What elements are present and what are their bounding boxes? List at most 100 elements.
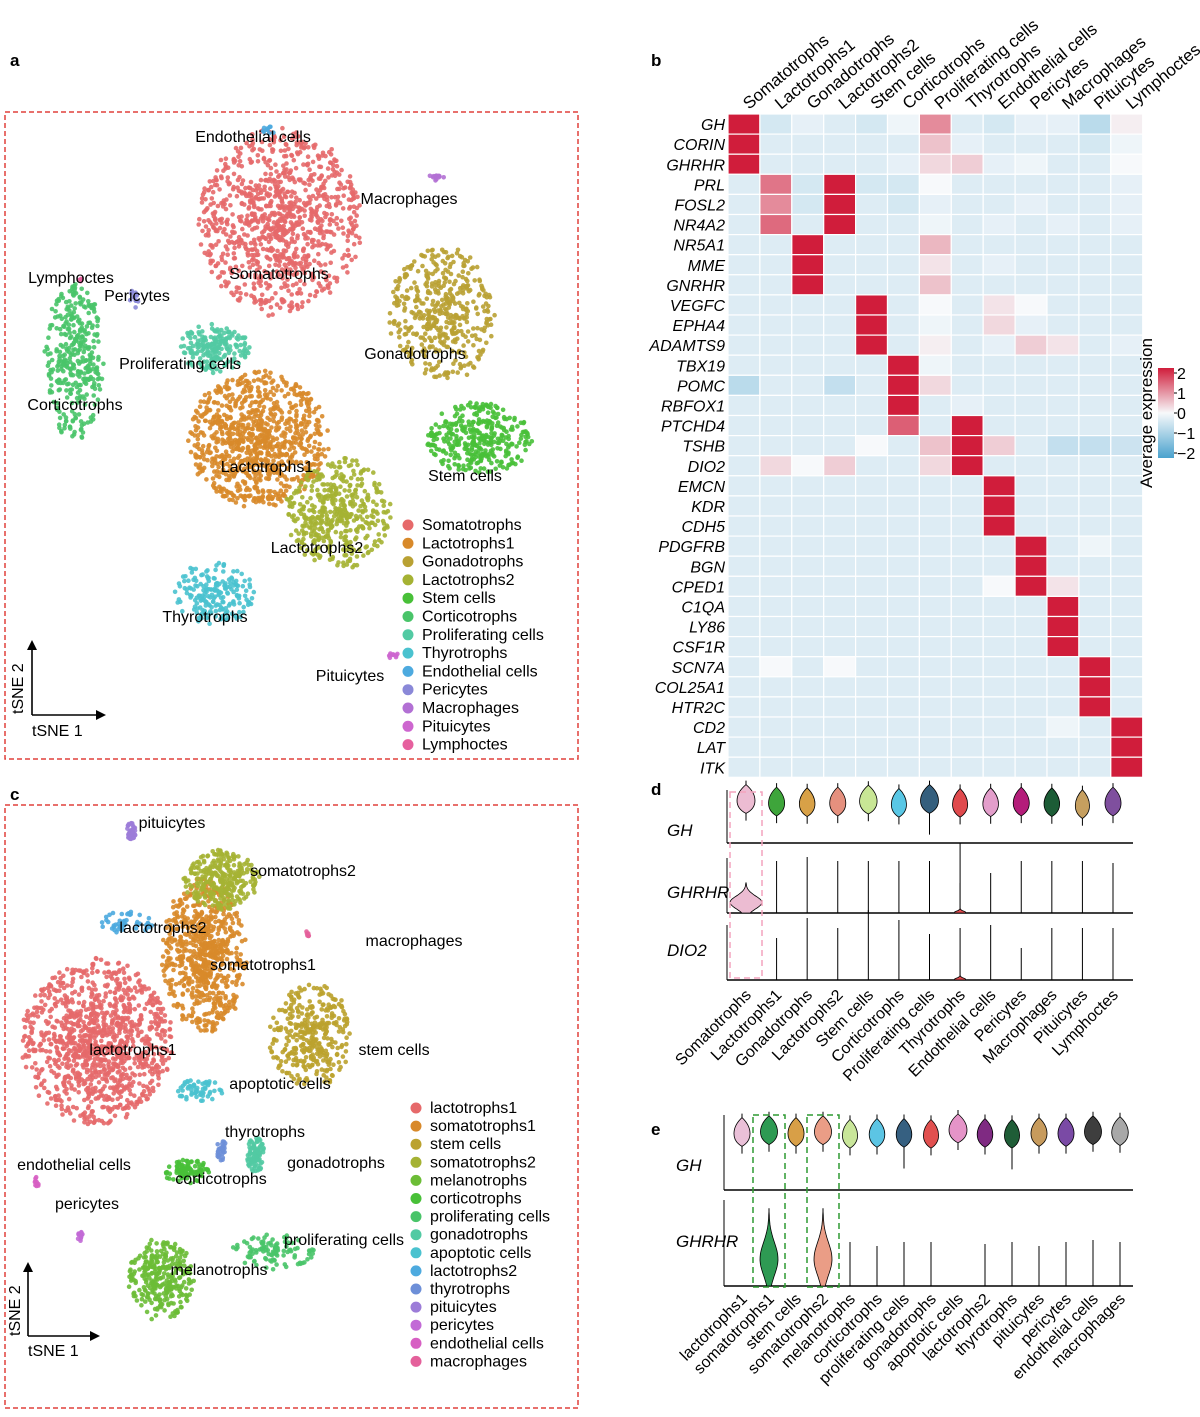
heat-cell-ptchd4-lactotrophs2: [823, 414, 857, 437]
point-somatotrophs: [223, 244, 229, 249]
point-lactotrophs1: [251, 470, 257, 475]
point-lactotrophs2: [361, 502, 366, 507]
point-lactotrophs1: [306, 400, 312, 406]
point-somatotrophs: [309, 213, 314, 219]
heat-cell-ptchd4-stem-cells: [854, 414, 889, 437]
point-lactotrophs1: [304, 397, 310, 402]
point-lactotrophs2: [362, 488, 368, 494]
colorbar-tick-label: 0: [1177, 406, 1186, 423]
point-gonadotrophs: [434, 325, 439, 331]
point-gonadotrophs: [487, 317, 492, 322]
heat-cell-csf1r-proliferating-cells: [918, 635, 952, 658]
point-lactotrophs1: [293, 422, 299, 428]
point-stem-cells: [495, 411, 501, 417]
point-corticotrophs: [95, 331, 100, 337]
heat-cell-rbfox1-lactotrophs1: [759, 394, 793, 417]
point-gonadotrophs: [460, 269, 466, 275]
point-lactotrophs2: [294, 490, 300, 495]
point-gonadotrophs: [429, 248, 435, 253]
point-lactotrophs1: [280, 444, 286, 449]
point-lactotrophs2: [310, 514, 315, 520]
point-corticotrophs: [70, 418, 76, 424]
heat-cell-nr4a2-somatotrophs: [727, 213, 761, 236]
legend-label-proliferating-cells: Proliferating cells: [422, 627, 544, 644]
heat-cell-col25a1-stem-cells: [854, 676, 889, 698]
point-lactotrophs1: [263, 373, 269, 378]
point-somatotrophs: [294, 246, 299, 252]
point-macrophages: [436, 174, 442, 180]
point-somatotrophs: [221, 168, 226, 173]
point-gonadotrophs: [457, 300, 462, 306]
point-somatotrophs: [310, 193, 316, 199]
point-corticotrophs: [80, 297, 86, 302]
point-lactotrophs1: [313, 406, 319, 412]
point-lactotrophs1: [272, 451, 278, 457]
point-corticotrophs: [78, 419, 84, 424]
heat-cell-cd2-stem-cells: [854, 716, 889, 738]
point-lactotrophs2: [325, 527, 331, 533]
point-somatotrophs: [348, 182, 354, 188]
point-corticotrophs: [87, 320, 93, 326]
point-lactotrophs1: [269, 425, 274, 430]
point-lactotrophs1: [137, 1081, 142, 1086]
heat-cell-htr2c-gonadotrophs: [791, 696, 825, 718]
point-gonadotrophs: [393, 294, 398, 299]
point-lactotrophs2: [323, 494, 329, 499]
point-somatotrophs: [222, 226, 227, 232]
point-lactotrophs2: [305, 499, 310, 505]
point-somatotrophs: [314, 289, 320, 295]
point-somatotrophs: [341, 231, 346, 236]
heat-cell-cd2-pituicytes: [1078, 716, 1112, 738]
point-lactotrophs1: [225, 385, 230, 390]
heat-cell-cd2-lymphoctes: [1110, 716, 1144, 738]
point-lactotrophs1: [198, 413, 203, 418]
point-lactotrophs1: [204, 477, 209, 482]
point-lactotrophs1: [215, 421, 221, 426]
point-lactotrophs2: [309, 488, 315, 493]
point-thyrotrophs: [216, 560, 222, 566]
point-somatotrophs: [305, 264, 310, 270]
point-lactotrophs1: [239, 437, 245, 443]
point-gonadotrophs: [443, 301, 449, 306]
point-corticotrophs: [62, 352, 67, 358]
point-lactotrophs1: [309, 449, 314, 454]
heat-cell-tbx19-macrophages: [1046, 354, 1080, 376]
point-somatotrophs: [278, 179, 284, 185]
point-somatotrophs: [257, 147, 263, 152]
point-macrophages: [441, 175, 447, 180]
heat-cell-pdgfrb-lactotrophs2: [823, 535, 857, 557]
point-lactotrophs1: [198, 399, 203, 404]
point-somatotrophs: [279, 267, 285, 272]
point-somatotrophs: [203, 224, 209, 229]
point-stem-cells: [523, 447, 528, 453]
heat-cell-rbfox1-endothelial-cells: [982, 394, 1016, 417]
point-lactotrophs1: [193, 428, 199, 433]
point-lactotrophs1: [298, 402, 304, 408]
point-gonadotrophs: [388, 331, 394, 336]
point-somatotrophs: [236, 163, 241, 168]
heat-cell-adamts9-thyrotrophs: [950, 334, 984, 356]
point-gonadotrophs: [445, 255, 450, 261]
point-lactotrophs1: [230, 471, 235, 477]
point-lactotrophs1: [142, 1071, 147, 1077]
point-lactotrophs1: [197, 446, 202, 452]
point-somatotrophs: [237, 174, 242, 180]
point-lactotrophs1: [256, 489, 261, 495]
point-lactotrophs2: [347, 482, 353, 488]
heat-cell-cped1-lymphoctes: [1110, 575, 1144, 597]
point-somatotrophs: [347, 204, 353, 210]
point-somatotrophs: [248, 179, 254, 185]
point-stem-cells: [504, 429, 509, 435]
point-somatotrophs: [257, 207, 262, 212]
heat-cell-cdh5-endothelial-cells: [982, 515, 1016, 537]
heat-cell-c1qa-lymphoctes: [1110, 595, 1144, 618]
heat-cell-scn7a-gonadotrophs: [791, 656, 825, 678]
point-somatotrophs: [266, 248, 272, 253]
point-somatotrophs: [272, 135, 278, 140]
point-somatotrophs: [292, 239, 298, 245]
point-lactotrophs1: [291, 386, 296, 391]
point-stem-cells: [485, 410, 491, 416]
point-gonadotrophs: [470, 364, 476, 369]
point-lactotrophs1: [195, 436, 201, 442]
point-somatotrophs: [293, 270, 299, 275]
